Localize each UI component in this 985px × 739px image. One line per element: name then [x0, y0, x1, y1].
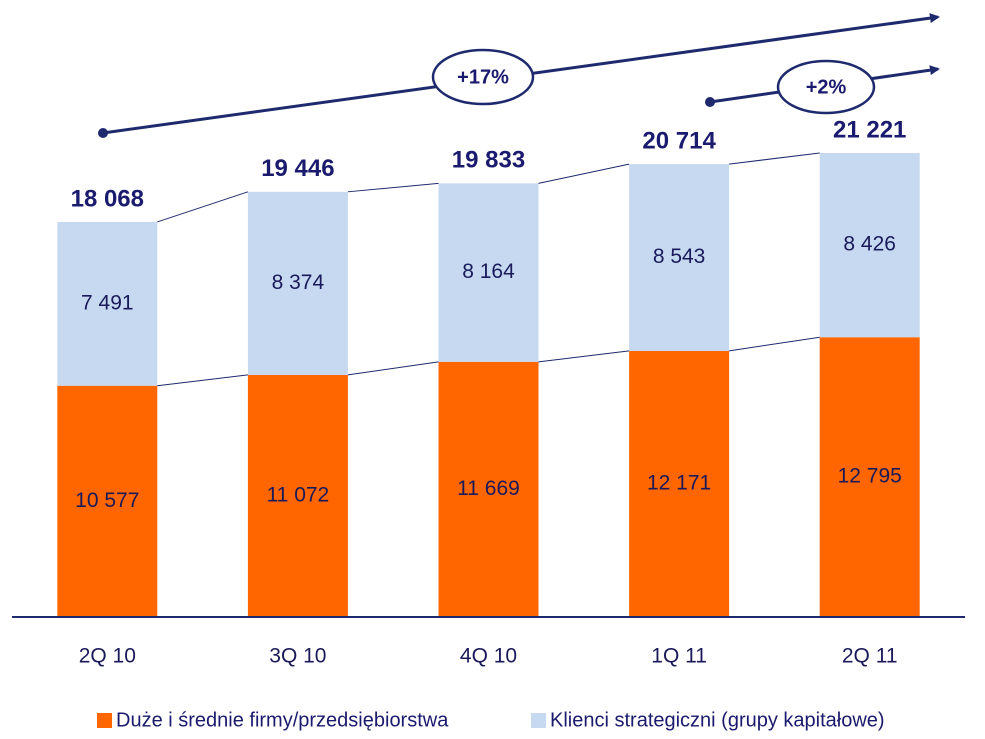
legend-swatch	[531, 713, 546, 728]
bar-segment	[438, 183, 539, 362]
total-label: 18 068	[71, 185, 144, 212]
bar-segment	[57, 221, 158, 386]
data-label: 8 543	[653, 245, 706, 268]
total-label: 21 221	[833, 116, 906, 143]
x-tick-label: 2Q 11	[842, 645, 898, 668]
bar-segment	[819, 153, 920, 338]
connector-line	[538, 350, 630, 363]
data-label: 10 577	[75, 489, 139, 512]
data-label: 8 164	[462, 260, 515, 283]
connector-line	[538, 163, 630, 184]
bar-segment	[819, 337, 920, 617]
total-label: 19 833	[452, 147, 525, 174]
connector-line	[157, 374, 248, 387]
data-label: 8 426	[843, 233, 896, 256]
growth-arrows: +17% +2%	[98, 13, 940, 138]
x-tick-label: 2Q 10	[79, 645, 136, 668]
connector-line	[347, 361, 439, 376]
annotation: +2%	[806, 76, 847, 98]
x-tick-label: 4Q 10	[460, 645, 517, 668]
bar-segment	[247, 374, 348, 617]
x-tick-label: 3Q 10	[269, 645, 326, 668]
annotation-ellipse	[776, 59, 876, 115]
connector-line	[157, 191, 249, 223]
bar-segment	[438, 361, 539, 617]
legend-label: Klienci strategiczni (grupy kapitałowe)	[550, 709, 885, 731]
bar-segment	[629, 164, 730, 351]
total-label: 20 714	[642, 127, 716, 154]
data-label: 8 374	[272, 271, 325, 294]
annotation: +17%	[457, 66, 509, 88]
data-label: 12 795	[838, 465, 902, 488]
connector-line	[729, 152, 820, 165]
annotation-ellipse	[431, 48, 535, 106]
bar-segment	[247, 191, 348, 375]
legend-label: Duże i średnie firmy/przedsiębiorstwa	[116, 709, 449, 731]
data-label: 7 491	[81, 291, 134, 314]
arrow-dot	[705, 97, 715, 107]
connector-line	[729, 336, 820, 352]
arrow-dot	[98, 128, 108, 138]
x-tick-label: 1Q 11	[651, 645, 707, 668]
bar-segment	[57, 385, 158, 617]
data-label: 11 669	[457, 477, 520, 500]
connector-line	[347, 182, 439, 193]
legend-swatch	[97, 713, 112, 728]
data-label: 11 072	[267, 484, 330, 507]
data-label: 12 171	[647, 471, 711, 494]
bar-segment	[629, 350, 730, 617]
total-label: 19 446	[261, 155, 334, 182]
